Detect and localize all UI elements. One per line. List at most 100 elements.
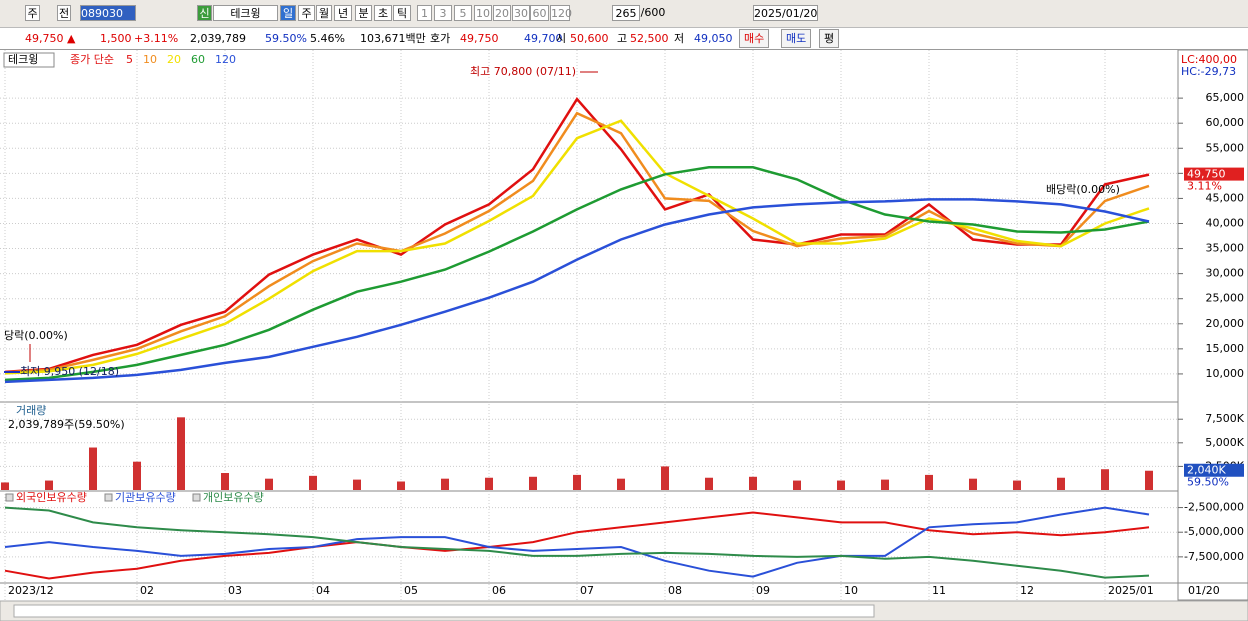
legend-swatch <box>104 493 113 502</box>
last-label: 49,750 <box>1187 168 1226 181</box>
toolbar-item[interactable]: 3 <box>434 5 452 21</box>
legend-entry: 5 <box>126 53 133 66</box>
toolbar-item[interactable]: 1 <box>417 5 432 21</box>
y-tick-label: -2,500,000 <box>1184 501 1244 514</box>
y-tick-label: 7,500K <box>1205 412 1244 425</box>
volume-bar <box>925 474 933 490</box>
toolbar-item[interactable]: 신 <box>197 5 212 21</box>
volume-bar <box>749 476 757 490</box>
toolbar-item[interactable]: 전 <box>57 5 71 21</box>
y-tick-label: 35,000 <box>1206 242 1245 255</box>
legend-entry: 외국인보유수량 <box>16 491 87 504</box>
annotation: 최고 70,800 (07/11) <box>470 65 576 78</box>
toolbar-item[interactable]: 초 <box>374 5 392 21</box>
quote-item: 매수 <box>739 29 770 48</box>
volume-bar <box>969 478 977 490</box>
toolbar-item[interactable]: 분 <box>355 5 372 21</box>
toolbar-item[interactable]: 2025/01/20 <box>753 5 818 21</box>
quote-item: 저 <box>674 32 685 45</box>
x-tick-label: 2023/12 <box>8 584 54 597</box>
x-tick-label: 07 <box>580 584 594 597</box>
quote-bar: 49,750 ▲ 1,500 +3.11% 2,039,789 59.50% 5.46% 1… <box>0 28 1248 50</box>
quote-item: 호가 <box>430 32 451 45</box>
volume-bar <box>265 478 273 490</box>
volume-bar <box>177 417 185 490</box>
toolbar-item[interactable]: 089030 <box>80 5 136 21</box>
toolbar-item[interactable]: 테크윙 <box>213 5 278 21</box>
series-line <box>4 506 1150 578</box>
y-tick-label: 10,000 <box>1206 367 1245 380</box>
quote-item: 고 <box>617 32 628 45</box>
quote-item: 시 <box>556 32 567 45</box>
quote-item: 평 <box>819 29 840 48</box>
legend-name: 테크윙 <box>8 53 38 66</box>
toolbar-item[interactable]: 265 <box>612 5 640 21</box>
y-tick-label: 40,000 <box>1206 216 1245 229</box>
volume-bar <box>353 479 361 490</box>
quote-item: 49,750 ▲ <box>25 32 76 45</box>
background <box>0 50 1248 621</box>
volume-bar <box>705 477 713 490</box>
volume-bar <box>133 461 141 490</box>
toolbar-item[interactable]: /600 <box>640 6 666 19</box>
volume-bar <box>1145 470 1153 490</box>
toolbar: 주 전 089030 신 테크윙 일 주 월 년 분 초 틱 1 3 5 10 20 30 60 120 265/600… <box>0 0 1248 28</box>
scroll-track[interactable] <box>13 604 875 618</box>
series-line <box>4 166 1150 382</box>
y-tick-label: 45,000 <box>1206 191 1245 204</box>
x-tick-label: 06 <box>492 584 506 597</box>
series-line <box>4 506 1150 579</box>
volume-bar <box>837 480 845 490</box>
panel-subtitle: 2,039,789주(59.50%) <box>8 418 125 431</box>
volume-bar <box>221 473 229 490</box>
legend-swatch <box>5 493 14 502</box>
toolbar-item[interactable]: 일 <box>280 5 296 21</box>
x-tick-label: 02 <box>140 584 154 597</box>
toolbar-item[interactable]: 120 <box>550 5 572 21</box>
volume-bar <box>1057 477 1065 490</box>
series-line <box>4 198 1150 384</box>
last-box <box>1184 167 1244 181</box>
legend-prefix: 종가 단순 <box>70 53 114 66</box>
panel-title: 거래량 <box>16 404 46 417</box>
toolbar-item[interactable]: 20 <box>493 5 511 21</box>
toolbar-item[interactable]: 틱 <box>393 5 411 21</box>
toolbar-item[interactable]: 5 <box>454 5 472 21</box>
y-tick-label: -7,500,000 <box>1184 550 1244 563</box>
y-tick-label: 55,000 <box>1206 141 1245 154</box>
volume-bar <box>1101 469 1109 490</box>
toolbar-item[interactable]: 10 <box>474 5 492 21</box>
volume-bar <box>617 478 625 490</box>
legend-entry: 개인보유수량 <box>203 491 264 504</box>
y-tick-label: -5,000,000 <box>1184 525 1244 538</box>
toolbar-item[interactable]: 주 <box>25 5 40 21</box>
toolbar-item[interactable]: 30 <box>512 5 530 21</box>
quote-item: 49,050 <box>694 32 733 45</box>
axis-area <box>1177 50 1248 601</box>
last-box <box>1184 463 1244 477</box>
legend-entry: 20 <box>167 53 181 66</box>
volume-bar <box>89 447 97 490</box>
quote-item: 49,750 <box>460 32 499 45</box>
quote-item: 매도 <box>781 29 812 48</box>
quote-item: 2,039,789 <box>190 32 246 45</box>
legend-entry: 60 <box>191 53 205 66</box>
y-tick-label: 60,000 <box>1206 116 1245 129</box>
scale-label: HC:-29,73 <box>1181 65 1236 78</box>
y-tick-label: 30,000 <box>1206 267 1245 280</box>
toolbar-item[interactable]: 주 <box>298 5 315 21</box>
annotation: 배당락(0.00%) <box>1046 183 1120 196</box>
quote-item: +3.11% <box>134 32 179 45</box>
toolbar-item[interactable]: 월 <box>316 5 332 21</box>
last-label: 2,040K <box>1187 464 1226 477</box>
y-tick-label: 20,000 <box>1206 317 1245 330</box>
series-line <box>4 119 1150 375</box>
y-tick-label: 65,000 <box>1206 91 1245 104</box>
volume-bar <box>1013 480 1021 490</box>
quote-item: 103,671백만 <box>360 32 426 45</box>
x-tick-label: 11 <box>932 584 946 597</box>
last-change: 59.50% <box>1187 476 1229 489</box>
toolbar-item[interactable]: 년 <box>334 5 352 21</box>
toolbar-item[interactable]: 60 <box>530 5 549 21</box>
